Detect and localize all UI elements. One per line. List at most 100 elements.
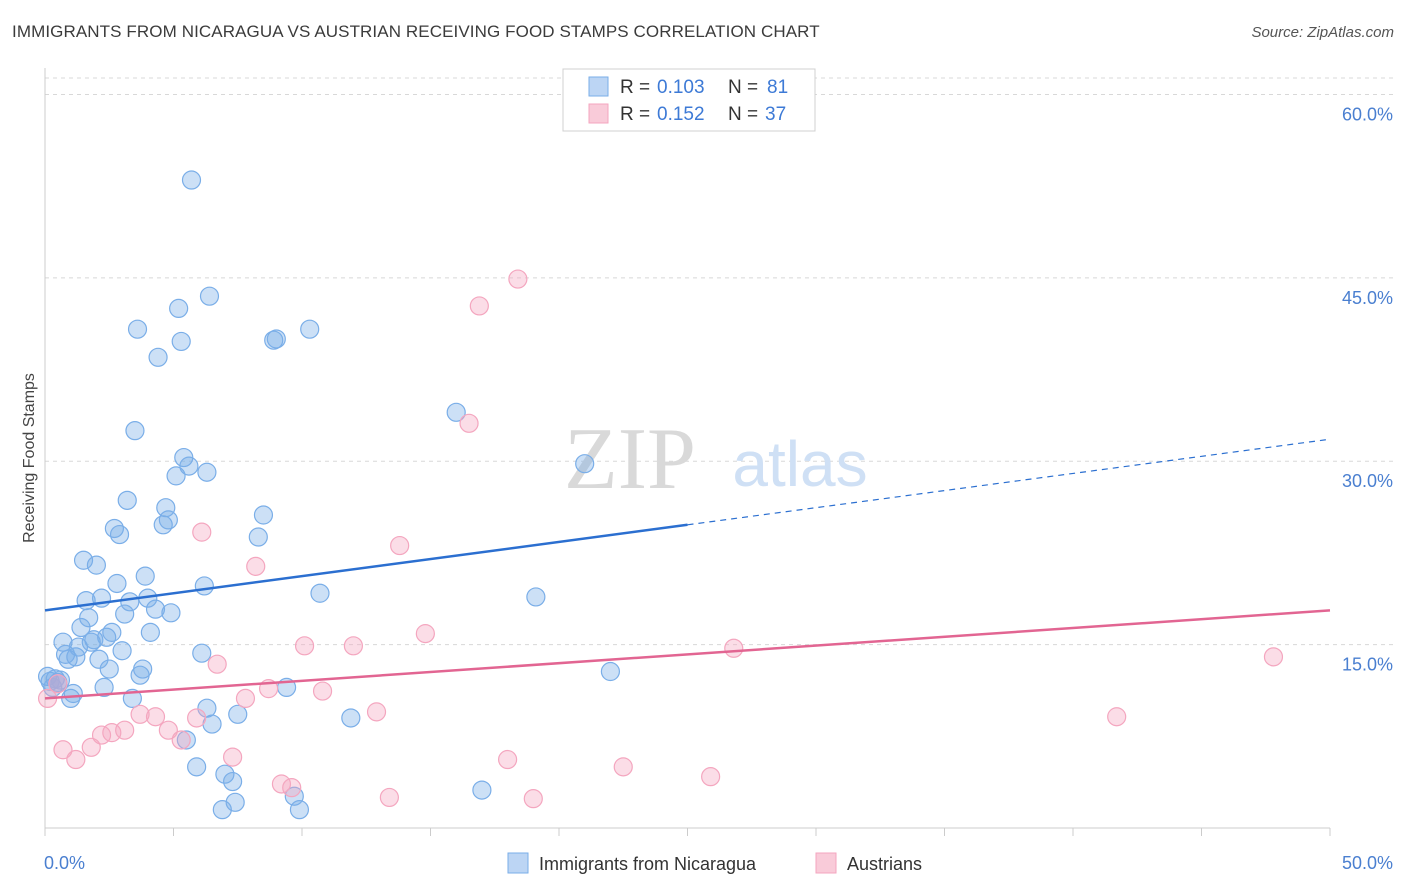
point-austrians: [235, 688, 256, 709]
chart-title: IMMIGRANTS FROM NICARAGUA VS AUSTRIAN RE…: [12, 22, 820, 41]
point-nicaragua: [133, 659, 153, 679]
point-austrians: [469, 296, 489, 316]
point-nicaragua: [58, 649, 78, 669]
point-nicaragua: [266, 329, 286, 349]
axes: [44, 68, 1331, 836]
point-austrians: [613, 757, 633, 777]
point-nicaragua: [109, 524, 130, 545]
point-nicaragua: [81, 632, 101, 652]
point-nicaragua: [310, 583, 330, 603]
point-nicaragua: [86, 555, 107, 575]
point-nicaragua: [225, 792, 245, 812]
point-nicaragua: [181, 170, 202, 190]
point-nicaragua: [112, 641, 132, 661]
gridlines: [45, 77, 1395, 646]
point-nicaragua: [145, 599, 166, 619]
point-nicaragua: [79, 608, 99, 628]
point-austrians: [724, 638, 744, 658]
bottom-legend-swatch-blue: [507, 852, 529, 874]
point-nicaragua: [68, 637, 89, 657]
point-austrians: [379, 787, 399, 808]
point-nicaragua: [253, 505, 274, 525]
point-nicaragua: [526, 587, 546, 607]
point-nicaragua: [187, 757, 207, 777]
point-austrians: [66, 749, 86, 770]
point-nicaragua: [215, 764, 235, 784]
point-nicaragua: [135, 566, 155, 586]
point-nicaragua: [194, 576, 214, 596]
point-nicaragua: [117, 490, 137, 510]
point-nicaragua: [472, 780, 492, 800]
point-austrians: [81, 737, 101, 757]
point-nicaragua: [289, 800, 310, 820]
y-tick-label: 30.0%: [1342, 471, 1393, 491]
point-austrians: [312, 681, 333, 701]
point-austrians: [187, 708, 207, 728]
point-nicaragua: [63, 683, 83, 704]
point-nicaragua: [223, 771, 243, 792]
point-austrians: [366, 702, 387, 722]
point-austrians: [701, 767, 721, 787]
x-tick-label: 0.0%: [44, 853, 85, 873]
legend-n-value-pink: 37: [765, 104, 786, 125]
point-nicaragua: [161, 603, 181, 623]
point-austrians: [53, 740, 73, 760]
series-austrians: [37, 269, 1284, 809]
point-nicaragua: [575, 454, 595, 474]
point-austrians: [1263, 647, 1284, 667]
x-tick-label: 50.0%: [1342, 853, 1393, 873]
point-nicaragua: [94, 677, 114, 698]
y-axis-label: Receiving Food Stamps: [21, 373, 38, 543]
legend-n-label-pink: N =: [728, 104, 758, 125]
point-austrians: [192, 522, 212, 542]
point-nicaragua: [73, 550, 94, 570]
point-nicaragua: [53, 632, 73, 652]
point-nicaragua: [120, 592, 140, 612]
bottom-legend-label-austrians: Austrians: [847, 854, 922, 874]
point-nicaragua: [169, 298, 189, 319]
point-nicaragua: [446, 402, 466, 422]
watermark-zip: ZIP: [564, 411, 696, 508]
point-nicaragua: [107, 573, 127, 594]
point-nicaragua: [104, 518, 124, 539]
trend-line-nicaragua: [44, 523, 688, 612]
point-nicaragua: [50, 670, 71, 690]
point-nicaragua: [176, 730, 196, 750]
legend-n-label-blue: N =: [728, 77, 758, 98]
point-nicaragua: [127, 319, 148, 339]
bottom-legend-swatch-pink: [815, 852, 837, 874]
point-nicaragua: [600, 661, 621, 682]
point-austrians: [523, 789, 543, 809]
point-nicaragua: [248, 527, 268, 547]
tick-labels: 15.0% 30.0% 45.0% 60.0% 0.0% 50.0%: [44, 104, 1393, 873]
trend-line-nicaragua-projection: [687, 438, 1331, 526]
point-austrians: [223, 747, 243, 767]
legend-n-value-blue: 81: [767, 77, 788, 98]
series-legend: Immigrants from Nicaragua Austrians: [507, 852, 922, 874]
point-nicaragua: [71, 617, 91, 638]
point-nicaragua: [102, 622, 122, 642]
point-austrians: [459, 413, 479, 433]
point-nicaragua: [125, 421, 145, 441]
point-austrians: [390, 535, 410, 556]
point-austrians: [294, 636, 315, 656]
point-nicaragua: [89, 649, 109, 669]
point-nicaragua: [197, 462, 217, 482]
point-austrians: [508, 269, 528, 289]
watermark-atlas: atlas: [732, 428, 867, 500]
legend-r-label-blue: R =: [620, 77, 650, 98]
bottom-legend-label-nicaragua: Immigrants from Nicaragua: [539, 854, 757, 874]
point-austrians: [271, 774, 292, 794]
point-nicaragua: [199, 286, 220, 306]
legend-swatch-blue: [588, 76, 609, 97]
point-nicaragua: [115, 604, 135, 624]
point-austrians: [498, 749, 518, 770]
point-austrians: [171, 730, 191, 750]
point-nicaragua: [148, 347, 168, 367]
point-austrians: [207, 654, 227, 674]
point-austrians: [130, 704, 150, 724]
point-austrians: [343, 636, 363, 656]
point-austrians: [48, 674, 68, 694]
trend-lines: [44, 438, 1331, 700]
